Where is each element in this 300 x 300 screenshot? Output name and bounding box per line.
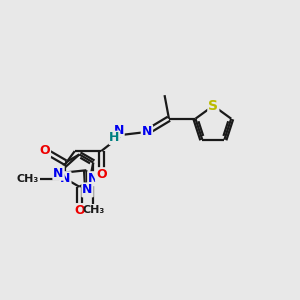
- Text: O: O: [74, 204, 85, 217]
- Text: N: N: [60, 172, 70, 185]
- Text: N: N: [142, 125, 152, 139]
- Text: CH₃: CH₃: [16, 174, 39, 184]
- Text: H: H: [109, 131, 120, 144]
- Text: S: S: [208, 99, 218, 113]
- Text: O: O: [39, 144, 50, 157]
- Text: CH₃: CH₃: [82, 205, 104, 215]
- Text: O: O: [96, 168, 106, 181]
- Text: N: N: [53, 167, 64, 180]
- Text: N: N: [82, 183, 93, 196]
- Text: N: N: [114, 124, 124, 137]
- Text: N: N: [88, 172, 98, 185]
